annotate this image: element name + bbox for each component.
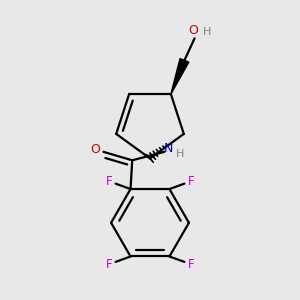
Text: O: O <box>188 24 198 38</box>
Text: F: F <box>106 175 112 188</box>
Text: O: O <box>90 142 100 156</box>
Polygon shape <box>171 58 189 94</box>
Text: F: F <box>106 258 112 271</box>
Text: H: H <box>176 148 184 158</box>
Text: F: F <box>188 258 194 271</box>
Text: H: H <box>203 27 211 37</box>
Text: N: N <box>164 142 173 155</box>
Text: F: F <box>188 175 194 188</box>
